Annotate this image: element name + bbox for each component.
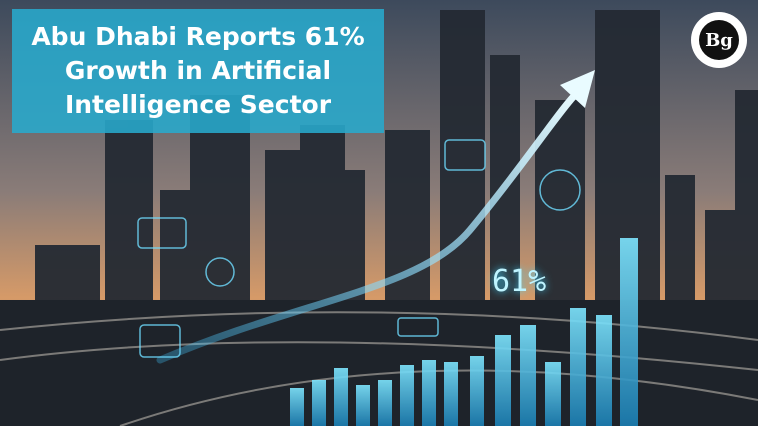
overlay-figure: 61% [492,264,547,299]
headline: Abu Dhabi Reports 61% Growth in Artifici… [31,22,365,119]
logo-mark: Bg [699,20,739,60]
logo[interactable]: Bg [691,12,747,68]
headline-box: Abu Dhabi Reports 61% Growth in Artifici… [12,9,384,133]
